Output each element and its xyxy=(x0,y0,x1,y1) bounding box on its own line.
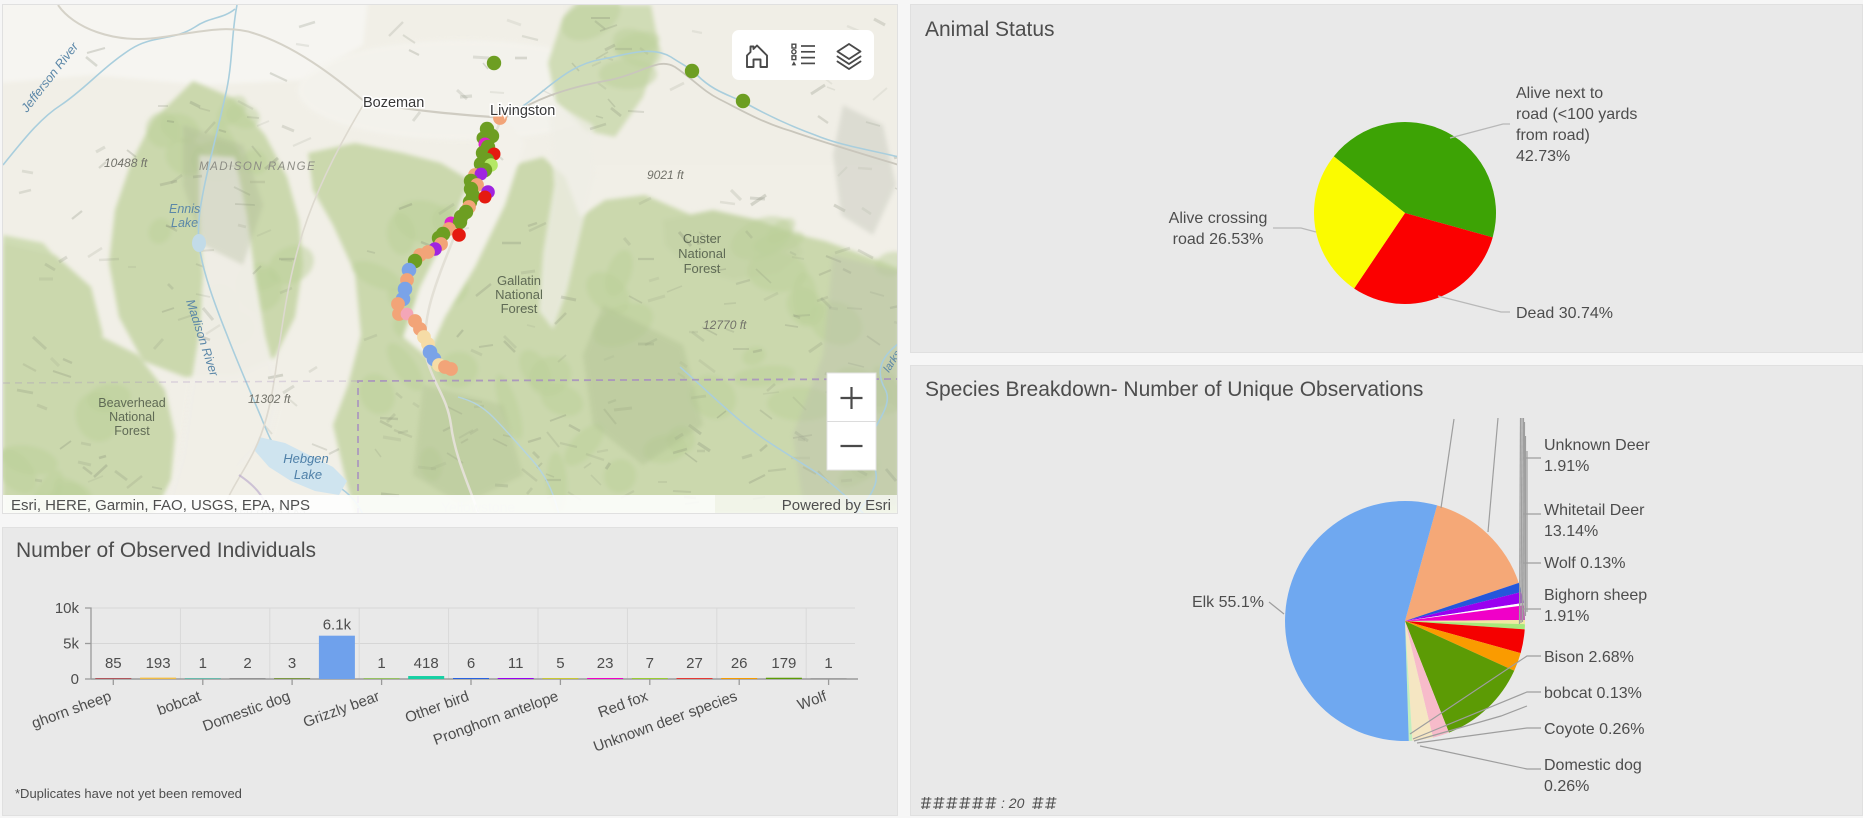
svg-text:12770 ft: 12770 ft xyxy=(703,318,747,332)
svg-text:11: 11 xyxy=(508,655,524,672)
svg-text:Gallatin: Gallatin xyxy=(497,273,541,288)
svg-text:193: 193 xyxy=(146,655,171,672)
svg-text:5: 5 xyxy=(556,655,564,672)
svg-text:Beaverhead: Beaverhead xyxy=(98,396,165,410)
svg-text:from road): from road) xyxy=(1516,127,1590,144)
svg-text:road (<100 yards: road (<100 yards xyxy=(1516,106,1637,123)
svg-text:3: 3 xyxy=(288,655,296,672)
svg-text:National: National xyxy=(109,410,155,424)
svg-text:Whitetail Deer: Whitetail Deer xyxy=(1544,502,1645,519)
svg-text:Unknown deer species: Unknown deer species xyxy=(591,688,739,756)
svg-text:Hebgen: Hebgen xyxy=(283,451,329,466)
svg-text:Other bird: Other bird xyxy=(403,688,471,727)
svg-text:9021 ft: 9021 ft xyxy=(647,168,684,182)
svg-text:179: 179 xyxy=(771,655,796,672)
svg-text:1: 1 xyxy=(199,655,207,672)
svg-text:Lake: Lake xyxy=(294,467,322,482)
svg-text:Forest: Forest xyxy=(684,261,721,276)
svg-text:ghorn sheep: ghorn sheep xyxy=(29,688,113,733)
svg-text:Alive next to: Alive next to xyxy=(1516,85,1603,102)
svg-text:National: National xyxy=(678,246,726,261)
svg-text:11302 ft: 11302 ft xyxy=(248,392,291,406)
svg-text:13.14%: 13.14% xyxy=(1544,523,1598,540)
svg-text:0: 0 xyxy=(71,671,79,688)
svg-text:Coyote 0.26%: Coyote 0.26% xyxy=(1544,721,1645,738)
svg-text:Domestic dog: Domestic dog xyxy=(1544,757,1642,774)
svg-text:Wolf: Wolf xyxy=(795,688,830,714)
svg-text:0.26%: 0.26% xyxy=(1544,778,1589,795)
svg-text:MADISON RANGE: MADISON RANGE xyxy=(199,161,316,173)
svg-text:bobcat 0.13%: bobcat 0.13% xyxy=(1544,685,1642,702)
svg-text:418: 418 xyxy=(414,655,439,672)
svg-text:Forest: Forest xyxy=(114,424,150,438)
svg-text:10k: 10k xyxy=(55,600,80,617)
svg-text:Bighorn sheep: Bighorn sheep xyxy=(1544,587,1647,604)
svg-text:26: 26 xyxy=(731,655,748,672)
svg-text:Custer: Custer xyxy=(683,231,722,246)
svg-text:Forest: Forest xyxy=(501,301,538,316)
svg-text:Powered by Esri: Powered by Esri xyxy=(782,497,891,514)
svg-text:Bozeman: Bozeman xyxy=(363,95,424,111)
svg-text:42.73%: 42.73% xyxy=(1516,148,1570,165)
svg-text:bobcat: bobcat xyxy=(155,688,204,720)
svg-text:1.91%: 1.91% xyxy=(1544,458,1589,475)
svg-text:85: 85 xyxy=(105,655,122,672)
svg-text:Ennis: Ennis xyxy=(169,202,200,216)
svg-text:Unknown Deer: Unknown Deer xyxy=(1544,437,1651,454)
svg-text:27: 27 xyxy=(686,655,703,672)
svg-text:10488 ft: 10488 ft xyxy=(104,156,148,170)
svg-text:Esri, HERE, Garmin, FAO, USGS,: Esri, HERE, Garmin, FAO, USGS, EPA, NPS xyxy=(11,497,310,514)
svg-text:Red fox: Red fox xyxy=(596,688,651,722)
svg-text:Elk 55.1%: Elk 55.1% xyxy=(1192,594,1264,611)
svg-text:1.91%: 1.91% xyxy=(1544,608,1589,625)
svg-text:Alive crossing: Alive crossing xyxy=(1169,210,1268,227)
svg-text:Lake: Lake xyxy=(171,216,198,230)
svg-text:National: National xyxy=(495,287,543,302)
svg-text:: 20: : 20 xyxy=(1001,796,1025,811)
svg-text:2: 2 xyxy=(243,655,251,672)
svg-text:1: 1 xyxy=(824,655,832,672)
svg-text:Grizzly bear: Grizzly bear xyxy=(301,688,382,731)
svg-text:Wolf 0.13%: Wolf 0.13% xyxy=(1544,555,1626,572)
svg-text:Domestic dog: Domestic dog xyxy=(200,688,292,735)
svg-text:road 26.53%: road 26.53% xyxy=(1173,231,1264,248)
svg-text:7: 7 xyxy=(646,655,654,672)
svg-text:Bison 2.68%: Bison 2.68% xyxy=(1544,649,1634,666)
svg-text:Dead 30.74%: Dead 30.74% xyxy=(1516,305,1613,322)
svg-text:23: 23 xyxy=(597,655,614,672)
svg-text:1: 1 xyxy=(377,655,385,672)
svg-text:6: 6 xyxy=(467,655,475,672)
svg-text:Livingston: Livingston xyxy=(490,103,555,119)
svg-text:5k: 5k xyxy=(63,636,79,653)
svg-text:6.1k: 6.1k xyxy=(323,617,352,634)
